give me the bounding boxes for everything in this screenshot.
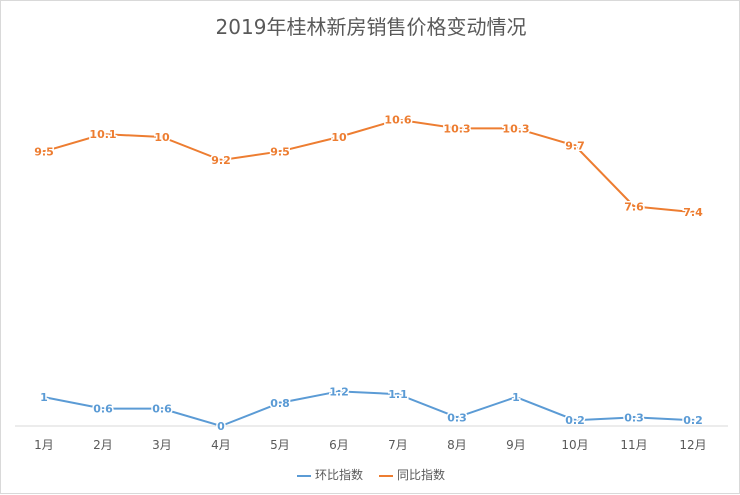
data-label: 1.1: [388, 388, 408, 401]
legend: 环比指数 同比指数: [1, 466, 740, 483]
series-line-1: [43, 118, 694, 214]
data-label: 9.5: [270, 145, 290, 158]
data-point: [396, 118, 400, 122]
data-point: [455, 126, 459, 130]
data-point: [219, 158, 223, 162]
legend-swatch: [296, 474, 311, 477]
data-label: 7.4: [683, 206, 703, 219]
data-label: 9.2: [211, 154, 231, 167]
x-tick-label: 8月: [447, 438, 467, 452]
data-point: [632, 204, 636, 208]
data-point: [691, 418, 695, 422]
data-label: 7.6: [624, 200, 644, 213]
x-tick-label: 5月: [270, 438, 290, 452]
data-point: [337, 135, 341, 139]
data-label: 0.3: [624, 411, 644, 424]
chart-title: 2019年桂林新房销售价格变动情况: [215, 15, 527, 39]
data-label: 0.6: [93, 403, 113, 416]
data-point: [691, 210, 695, 214]
legend-swatch: [379, 474, 393, 477]
data-label: 10.6: [384, 114, 411, 127]
data-point: [278, 401, 282, 405]
data-point: [219, 424, 223, 428]
data-point: [396, 392, 400, 396]
x-tick-label: 10月: [561, 438, 588, 452]
x-tick-label: 11月: [620, 438, 647, 452]
data-label: 9.7: [565, 140, 585, 153]
data-label: 0: [217, 420, 225, 433]
x-tick-label: 4月: [211, 438, 231, 452]
data-point: [160, 135, 164, 139]
data-label: 10: [331, 131, 347, 144]
data-point: [337, 389, 341, 393]
data-point: [160, 407, 164, 411]
data-point: [514, 395, 518, 399]
data-label: 0.2: [683, 414, 703, 427]
data-point: [514, 126, 518, 130]
x-tick-label: 1月: [34, 438, 54, 452]
data-label: 0.6: [152, 403, 172, 416]
legend-label: 同比指数: [397, 468, 446, 482]
data-point: [573, 144, 577, 148]
x-tick-label: 2月: [93, 438, 113, 452]
data-label: 10.1: [89, 128, 116, 141]
data-label: 1: [512, 391, 520, 404]
data-point: [42, 395, 46, 399]
data-label: 1.2: [329, 385, 349, 398]
data-label: 0.3: [447, 411, 467, 424]
legend-item-1: 同比指数: [379, 466, 445, 483]
series-line-0: [43, 390, 694, 428]
data-label: 10.3: [502, 122, 529, 135]
data-point: [278, 149, 282, 153]
x-tick-label: 9月: [506, 438, 526, 452]
data-point: [455, 415, 459, 419]
data-label: 9.5: [34, 145, 54, 158]
x-tick-label: 3月: [152, 438, 172, 452]
legend-label: 环比指数: [314, 468, 363, 482]
legend-item-0: 环比指数: [296, 466, 363, 483]
x-tick-label: 12月: [679, 438, 706, 452]
data-point: [101, 407, 105, 411]
data-point: [101, 132, 105, 136]
data-label: 0.8: [270, 397, 290, 410]
data-point: [573, 418, 577, 422]
data-label: 0.2: [565, 414, 585, 427]
data-point: [632, 415, 636, 419]
x-tick-label: 7月: [388, 438, 408, 452]
data-label: 10.3: [443, 122, 470, 135]
data-label: 1: [40, 391, 48, 404]
x-tick-label: 6月: [329, 438, 349, 452]
data-point: [42, 149, 46, 153]
data-label: 10: [154, 131, 170, 144]
